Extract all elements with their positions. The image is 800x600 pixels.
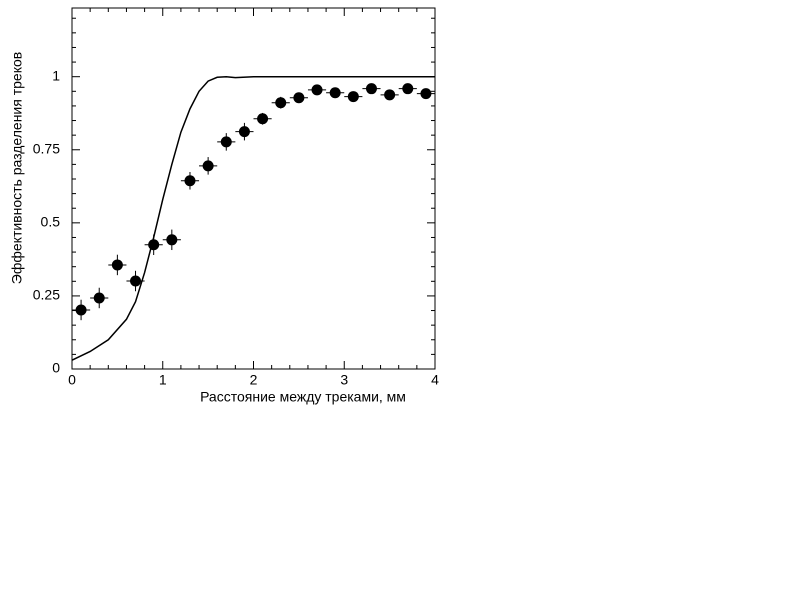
data-point [365, 83, 377, 95]
data-point [257, 113, 269, 125]
y-tick-label: 0.5 [41, 214, 61, 230]
y-axis-label: Эффективность разделения треков [9, 52, 25, 284]
plot-frame [71, 7, 436, 370]
x-axis-label: Расстояние между треками, мм [200, 389, 406, 405]
data-point [93, 292, 105, 304]
data-point [311, 84, 323, 96]
y-tick-label: 1 [52, 67, 60, 83]
data-point [202, 160, 214, 172]
data-point [402, 83, 414, 95]
model-curve [71, 75, 435, 361]
x-tick-label: 4 [431, 372, 439, 388]
data-point [329, 87, 341, 99]
data-point [238, 126, 250, 138]
data-point [75, 304, 87, 316]
data-point [130, 275, 142, 287]
data-point [220, 136, 232, 148]
y-tick-label: 0.75 [33, 140, 60, 156]
data-point [166, 234, 178, 246]
data-point [384, 89, 396, 101]
data-point [184, 175, 196, 187]
y-tick-label: 0.25 [33, 287, 60, 303]
x-tick-label: 3 [340, 372, 348, 388]
y-tick-label: 0 [52, 360, 60, 376]
data-point [293, 92, 305, 104]
data-point [275, 97, 287, 109]
x-tick-label: 2 [250, 372, 258, 388]
data-point [420, 88, 432, 100]
data-point [347, 91, 359, 103]
x-tick-label: 1 [159, 372, 167, 388]
data-point [148, 239, 160, 251]
x-tick-label: 0 [68, 372, 76, 388]
data-point [111, 259, 123, 271]
